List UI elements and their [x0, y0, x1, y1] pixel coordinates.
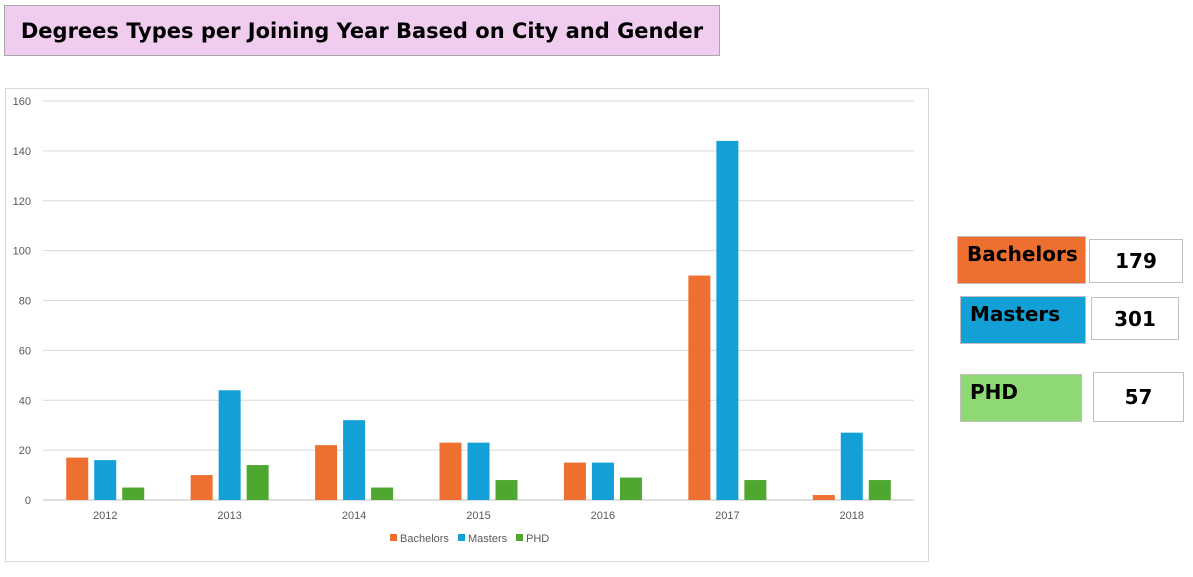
x-tick-label: 2012 [93, 510, 117, 522]
chart-canvas: 0 20 40 60 80 100 120 140 160 2012 2013 2014 2015 201… [13, 96, 914, 545]
bar-phd-2018 [868, 480, 891, 500]
bar-chart: 0 20 40 60 80 100 120 140 160 2012 2013 2014 2015 201… [5, 88, 929, 562]
x-tick-label: 2013 [217, 510, 241, 522]
bar-phd-2015 [495, 480, 518, 500]
legend-label-masters: Masters [468, 533, 508, 545]
bar-bachelors-2015 [439, 442, 462, 500]
kpi-masters-value: 301 [1091, 297, 1179, 340]
legend-swatch-bachelors [390, 534, 397, 541]
bar-masters-2016 [591, 462, 614, 500]
bar-masters-2012 [94, 460, 117, 500]
bar-bachelors-2014 [315, 445, 338, 500]
bar-masters-2015 [467, 442, 490, 500]
y-tick-label: 40 [19, 395, 31, 407]
y-tick-label: 100 [13, 246, 31, 258]
y-tick-label: 140 [13, 146, 31, 158]
x-tick-label: 2015 [466, 510, 490, 522]
legend-swatch-masters [458, 534, 465, 541]
x-tick-label: 2018 [840, 510, 864, 522]
kpi-phd-label: PHD [960, 374, 1082, 422]
bar-phd-2017 [744, 480, 767, 500]
y-tick-label: 0 [25, 495, 31, 507]
bar-masters-2017 [716, 140, 739, 500]
bar-bachelors-2018 [812, 495, 835, 500]
bar-masters-2013 [218, 390, 241, 500]
bar-bachelors-2012 [66, 457, 89, 500]
kpi-masters-label: Masters [960, 296, 1086, 344]
bar-bachelors-2017 [688, 275, 711, 500]
bar-phd-2013 [246, 465, 269, 500]
y-tick-label: 20 [19, 445, 31, 457]
x-tick-label: 2017 [715, 510, 739, 522]
kpi-bachelors-label: Bachelors [957, 236, 1086, 284]
kpi-phd-value: 57 [1093, 372, 1184, 422]
bar-masters-2014 [343, 420, 366, 500]
bar-phd-2016 [619, 477, 642, 500]
page-title: Degrees Types per Joining Year Based on … [4, 5, 720, 56]
y-tick-label: 120 [13, 196, 31, 208]
y-tick-label: 80 [19, 296, 31, 308]
legend-label-bachelors: Bachelors [400, 533, 449, 545]
legend-label-phd: PHD [526, 533, 549, 545]
x-tick-label: 2014 [342, 510, 366, 522]
bar-bachelors-2013 [190, 475, 213, 500]
bar-bachelors-2016 [563, 462, 586, 500]
legend-swatch-phd [516, 534, 523, 541]
bar-phd-2014 [371, 487, 394, 500]
y-tick-label: 160 [13, 96, 31, 108]
y-tick-label: 60 [19, 345, 31, 357]
kpi-bachelors-value: 179 [1089, 239, 1183, 283]
bar-phd-2012 [122, 487, 145, 500]
x-tick-label: 2016 [591, 510, 615, 522]
bar-masters-2018 [840, 432, 863, 500]
